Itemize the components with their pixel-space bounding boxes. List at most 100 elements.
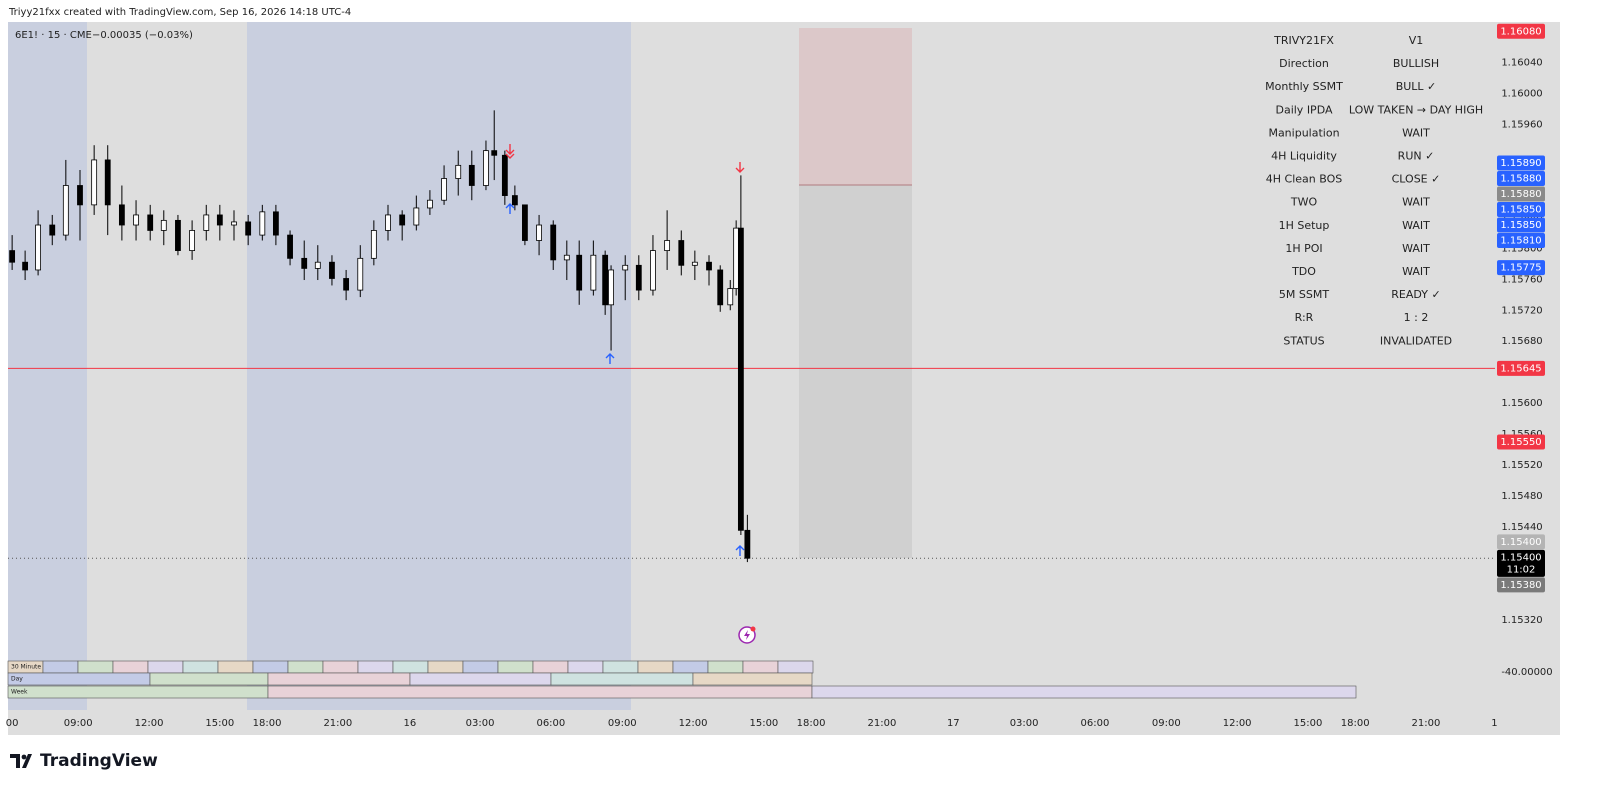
price-axis: 1.160401.160001.159601.158401.158001.157… <box>6 23 1545 729</box>
table-label: Manipulation <box>1268 126 1339 139</box>
session-block <box>567 660 604 674</box>
session-row-label: 30 Minute <box>11 664 41 671</box>
candle-body <box>118 204 125 226</box>
price-badge <box>1497 155 1545 171</box>
alert-icon <box>738 626 756 644</box>
candle-body <box>22 261 29 271</box>
candle-body <box>590 254 597 291</box>
candle-body <box>550 224 557 261</box>
header-text: Triyy21fxx created with TradingView.com,… <box>8 7 351 18</box>
candle-body <box>727 288 734 306</box>
session-block <box>267 672 411 686</box>
x-tick-label: 21:00 <box>323 718 352 729</box>
x-tick-label: 03:00 <box>466 718 495 729</box>
table-label: 4H Clean BOS <box>1266 173 1342 186</box>
table-label: TRIVY21FX <box>1273 34 1334 47</box>
x-tick-label: 18:00 <box>253 718 282 729</box>
x-tick-label: 03:00 <box>1010 718 1039 729</box>
session-block <box>322 660 359 674</box>
plot <box>8 110 1495 563</box>
y-tick-label: 1.15720 <box>1501 305 1542 316</box>
session-block <box>267 685 813 699</box>
legend-symbol: 6E1! · 15 · CME <box>15 30 92 41</box>
candle-body <box>49 224 56 236</box>
x-tick-label: 17 <box>947 718 960 729</box>
candle-body <box>160 219 167 231</box>
session-block <box>42 660 79 674</box>
x-tick-label: 09:00 <box>1152 718 1181 729</box>
table-value: 1 : 2 <box>1404 311 1429 324</box>
x-tick-label: 12:00 <box>679 718 708 729</box>
table-label: STATUS <box>1283 334 1324 347</box>
x-tick-label: 06:00 <box>1081 718 1110 729</box>
candle-body <box>678 240 685 266</box>
session-block <box>409 672 552 686</box>
price-badge <box>1497 434 1545 450</box>
table-label: Daily IPDA <box>1275 103 1332 116</box>
session-block <box>357 660 394 674</box>
price-badge <box>1497 186 1545 202</box>
candle-body <box>370 230 377 259</box>
candle-body <box>329 261 335 279</box>
session-block <box>532 660 569 674</box>
session-block <box>707 660 744 674</box>
candle-body <box>501 154 508 196</box>
candle-body <box>427 199 433 209</box>
table-label: Monthly SSMT <box>1265 80 1343 93</box>
session-block <box>602 660 639 674</box>
session-block <box>112 660 149 674</box>
session-block <box>462 660 499 674</box>
price-badge <box>1497 260 1545 276</box>
y-tick-label: 1.15480 <box>1501 491 1542 502</box>
price-badge-label: 1.15850 <box>1500 220 1541 231</box>
session-block <box>149 672 269 686</box>
x-tick-label: 06:00 <box>536 718 565 729</box>
candle-body <box>635 264 642 291</box>
candle-body <box>650 250 656 291</box>
candle-body <box>691 261 698 266</box>
session-block <box>742 660 779 674</box>
position-target-zone <box>799 185 912 558</box>
candle-body <box>357 257 364 291</box>
position-stop-zone <box>799 28 912 185</box>
status-table: TRIVY21FX V1 Direction BULLISH Monthly SSMT B… <box>1265 34 1483 347</box>
candle-body <box>717 269 724 306</box>
price-badge <box>1497 534 1545 550</box>
x-tick-label: 09:00 <box>608 718 637 729</box>
candle-body <box>455 164 462 179</box>
x-tick-label: 16 <box>403 718 416 729</box>
price-badge <box>1497 171 1545 187</box>
table-label: Direction <box>1279 57 1329 70</box>
x-tick-label: 21:00 <box>867 718 896 729</box>
signal-arrows <box>505 144 745 556</box>
y-tick-label: 1.16000 <box>1501 88 1542 99</box>
candle-body <box>413 207 420 226</box>
candle-body <box>563 254 570 261</box>
price-badge-label: 1.15645 <box>1500 363 1541 374</box>
y-tick-label: 1.16040 <box>1501 57 1542 68</box>
candle-body <box>491 150 498 156</box>
session-block <box>637 660 674 674</box>
session-block <box>7 685 269 699</box>
candle-body <box>622 264 629 271</box>
price-badge <box>1497 202 1545 218</box>
table-value: WAIT <box>1402 265 1430 278</box>
candle-body <box>576 254 583 291</box>
price-badge <box>1497 360 1545 376</box>
price-badge <box>1497 233 1545 249</box>
price-badge-label: 1.15880 <box>1500 174 1541 185</box>
candle-body <box>744 529 751 559</box>
candle-body <box>511 195 518 206</box>
candle-body <box>441 178 447 201</box>
sell-arrow <box>735 162 745 173</box>
legend-change: −0.00035 (−0.03%) <box>92 30 193 41</box>
x-tick-label: 15:00 <box>1294 718 1323 729</box>
session-block <box>217 660 254 674</box>
table-value: BULL ✓ <box>1396 80 1437 93</box>
price-badge-label: 1.15890 <box>1500 158 1541 169</box>
session-block <box>252 660 289 674</box>
buy-arrow <box>505 203 515 214</box>
x-tick-label: 12:00 <box>135 718 164 729</box>
price-badge <box>1497 549 1545 577</box>
y-tick-label: 1.15680 <box>1501 336 1542 347</box>
